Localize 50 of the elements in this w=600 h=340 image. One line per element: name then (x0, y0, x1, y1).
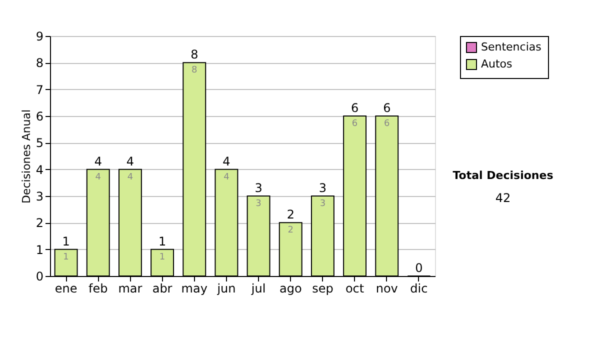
y-tick-label: 7 (36, 82, 44, 97)
y-tick-label: 5 (36, 136, 44, 150)
x-tick-label: abr (152, 282, 172, 296)
x-tick-label: feb (88, 282, 108, 296)
y-tick-label: 0 (36, 270, 44, 284)
total-label: 3 (254, 181, 262, 195)
text: Total Decisiones (452, 169, 554, 182)
total-label: 1 (158, 234, 166, 248)
x-tick-label: sep (312, 282, 334, 296)
total-label: 8 (190, 48, 198, 62)
x-tick-label: jun (216, 282, 236, 296)
text: 42 (495, 191, 511, 205)
data-label: 8 (192, 66, 198, 76)
data-label: 1 (159, 252, 166, 262)
y-tick-label: 9 (36, 30, 44, 44)
y-tick-label: 8 (36, 56, 44, 70)
total-label: 4 (222, 154, 230, 168)
total-label: 4 (94, 154, 102, 168)
total-label: 0 (415, 261, 423, 275)
data-label: 4 (127, 172, 134, 182)
total-label: 6 (350, 101, 359, 115)
y-tick-label: 2 (36, 216, 44, 230)
x-tick-label: dic (410, 282, 428, 296)
data-label: 4 (95, 172, 102, 182)
y-tick-label: 3 (36, 190, 44, 204)
total-label: 1 (62, 234, 70, 248)
x-tick-label: ene (54, 282, 78, 296)
legend-label: Sentencias (481, 40, 542, 54)
total-label: 4 (126, 154, 134, 168)
data-label: 6 (352, 119, 358, 129)
x-tick-label: mar (118, 282, 142, 296)
total-label: 6 (383, 101, 391, 115)
data-label: 1 (63, 252, 69, 262)
data-label: 4 (224, 172, 230, 182)
data-label: 3 (256, 199, 262, 209)
data-label: 2 (288, 226, 294, 236)
y-axis-title: Decisiones Anual (20, 109, 33, 204)
y-tick-label: 4 (36, 162, 44, 177)
data-label: 6 (384, 119, 390, 129)
x-tick-label: nov (376, 282, 398, 296)
total-label: 3 (318, 181, 327, 195)
x-tick-label: may (181, 282, 208, 296)
data-label: 3 (320, 199, 326, 209)
legend-label: Autos (481, 58, 513, 70)
x-tick-label: jul (250, 282, 266, 296)
y-tick-label: 6 (36, 110, 44, 124)
x-tick-label: ago (279, 282, 302, 296)
x-tick-label: oct (345, 282, 364, 296)
y-tick-label: 1 (36, 242, 44, 257)
total-label: 2 (286, 208, 294, 222)
